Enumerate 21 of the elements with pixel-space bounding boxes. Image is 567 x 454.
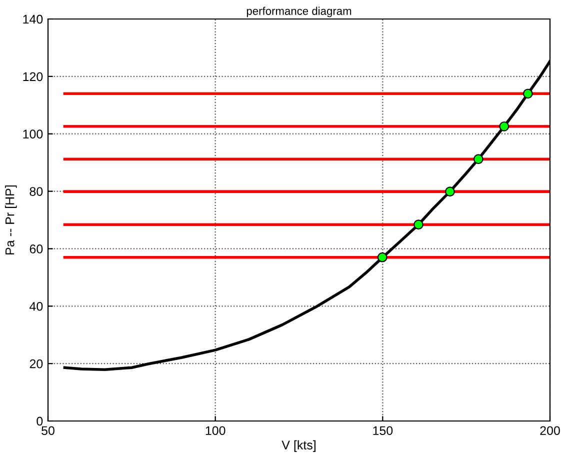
x-axis-title: V [kts]: [282, 440, 316, 452]
y-tick-label: 40: [30, 302, 43, 311]
y-tick-label: 120: [23, 72, 43, 82]
point: [414, 220, 424, 230]
point: [444, 186, 455, 197]
y-axis-title: Pa -- Pr [HP]: [5, 185, 17, 254]
point: [473, 154, 484, 164]
x-tick-label: 50: [42, 426, 54, 436]
x-tick-label: 100: [206, 426, 226, 436]
y-tick-label: 80: [30, 187, 43, 196]
chart-title: performance diagram: [246, 6, 352, 18]
point: [522, 88, 533, 99]
point: [499, 121, 510, 132]
y-tick-label: 140: [23, 14, 43, 24]
y-tick-label: 60: [30, 244, 43, 254]
y-tick-label: 20: [30, 359, 43, 368]
x-tick-label: 200: [540, 426, 560, 436]
y-tick-label: 0: [36, 416, 43, 426]
y-tick-label: 100: [23, 130, 43, 139]
point: [377, 252, 388, 262]
x-tick-label: 150: [373, 426, 393, 436]
